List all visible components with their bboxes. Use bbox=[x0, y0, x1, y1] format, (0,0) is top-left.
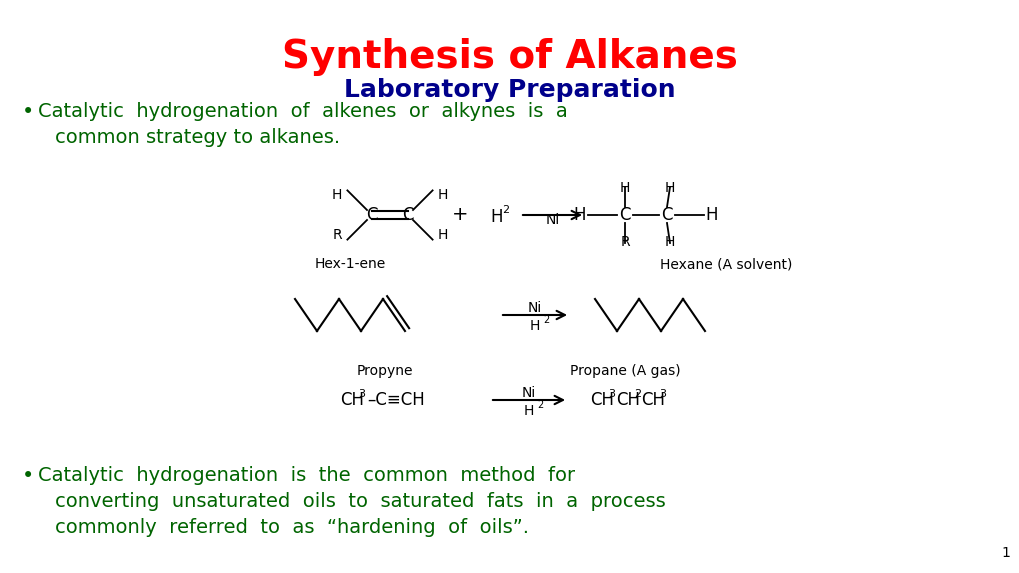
Text: Propyne: Propyne bbox=[357, 364, 413, 378]
Text: •: • bbox=[22, 466, 35, 486]
Text: 2: 2 bbox=[542, 315, 548, 325]
Text: R: R bbox=[620, 235, 629, 249]
Text: C: C bbox=[366, 206, 377, 224]
Text: 3: 3 bbox=[658, 389, 665, 399]
Text: H: H bbox=[524, 404, 534, 418]
Text: 3: 3 bbox=[358, 389, 365, 399]
Text: H: H bbox=[529, 319, 540, 333]
Text: H: H bbox=[437, 227, 447, 242]
Text: C: C bbox=[401, 206, 414, 224]
Text: Ni: Ni bbox=[528, 301, 541, 315]
Text: H: H bbox=[620, 181, 630, 195]
Text: –C≡CH: –C≡CH bbox=[367, 391, 424, 409]
Text: H: H bbox=[664, 235, 675, 249]
Text: Ni: Ni bbox=[545, 213, 559, 227]
Text: Catalytic  hydrogenation  of  alkenes  or  alkynes  is  a: Catalytic hydrogenation of alkenes or al… bbox=[38, 102, 568, 121]
Text: C: C bbox=[660, 206, 673, 224]
Text: Ni: Ni bbox=[522, 386, 536, 400]
Text: CH: CH bbox=[615, 391, 639, 409]
Text: H: H bbox=[437, 189, 447, 202]
Text: 2: 2 bbox=[634, 389, 641, 399]
Text: C: C bbox=[619, 206, 630, 224]
Text: 2: 2 bbox=[536, 400, 543, 410]
Text: H: H bbox=[332, 189, 342, 202]
Text: •: • bbox=[22, 102, 35, 122]
Text: Synthesis of Alkanes: Synthesis of Alkanes bbox=[282, 38, 737, 76]
Text: Hex-1-ene: Hex-1-ene bbox=[314, 257, 385, 271]
Text: Propane (A gas): Propane (A gas) bbox=[570, 364, 680, 378]
Text: 2: 2 bbox=[501, 205, 508, 215]
Text: CH: CH bbox=[640, 391, 664, 409]
Text: Catalytic  hydrogenation  is  the  common  method  for: Catalytic hydrogenation is the common me… bbox=[38, 466, 575, 485]
Text: 1: 1 bbox=[1000, 546, 1009, 560]
Text: H: H bbox=[489, 208, 502, 226]
Text: CH: CH bbox=[589, 391, 613, 409]
Text: Hexane (A solvent): Hexane (A solvent) bbox=[659, 257, 792, 271]
Text: H: H bbox=[664, 181, 675, 195]
Text: 3: 3 bbox=[607, 389, 614, 399]
Text: R: R bbox=[332, 227, 342, 242]
Text: Laboratory Preparation: Laboratory Preparation bbox=[343, 78, 676, 102]
Text: H: H bbox=[705, 206, 717, 224]
Text: +: + bbox=[451, 206, 468, 225]
Text: commonly  referred  to  as  “hardening  of  oils”.: commonly referred to as “hardening of oi… bbox=[55, 518, 529, 537]
Text: H: H bbox=[573, 206, 586, 224]
Text: CH: CH bbox=[339, 391, 364, 409]
Text: common strategy to alkanes.: common strategy to alkanes. bbox=[55, 128, 339, 147]
Text: converting  unsaturated  oils  to  saturated  fats  in  a  process: converting unsaturated oils to saturated… bbox=[55, 492, 665, 511]
